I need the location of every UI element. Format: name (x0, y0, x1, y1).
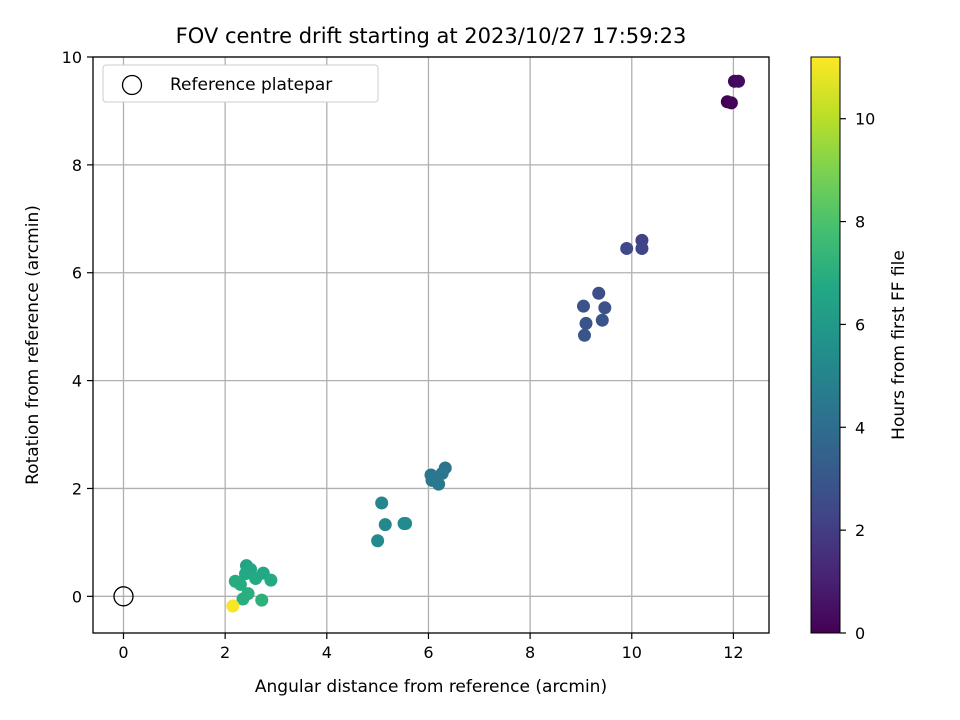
colorbar-tick-label: 8 (855, 213, 865, 232)
x-tick-label: 8 (525, 643, 535, 662)
legend: Reference platepar (102, 64, 379, 103)
y-tick-label: 6 (72, 264, 82, 283)
colorbar-tick-label: 4 (855, 418, 865, 437)
data-point (576, 299, 590, 313)
plot-frame (92, 56, 770, 634)
x-tick-label: 6 (423, 643, 433, 662)
data-point (732, 74, 746, 88)
x-tick-label: 10 (622, 643, 642, 662)
y-tick-label: 0 (72, 587, 82, 606)
data-point (399, 517, 413, 531)
data-point (435, 466, 449, 480)
x-tick-label: 0 (118, 643, 128, 662)
x-axis-label: Angular distance from reference (arcmin) (255, 677, 607, 697)
y-axis-label: Rotation from reference (arcmin) (23, 205, 43, 485)
y-tick-label: 8 (72, 156, 82, 175)
data-point (238, 567, 252, 581)
colorbar-gradient (810, 56, 841, 634)
x-tick-label: 2 (220, 643, 230, 662)
x-tick-label: 12 (723, 643, 743, 662)
colorbar-tick-label: 10 (855, 110, 875, 129)
x-tick-label: 4 (322, 643, 332, 662)
data-point (724, 96, 738, 110)
data-point (432, 477, 446, 491)
data-point (233, 577, 247, 591)
colorbar-tick-label: 2 (855, 521, 865, 540)
data-point (236, 592, 250, 606)
legend-label-reference: Reference platepar (170, 75, 332, 95)
data-point (226, 599, 240, 613)
x-axis-ticks: 0 2 4 6 8 10 12 (118, 633, 744, 662)
grid-lines (93, 56, 769, 633)
data-point (598, 301, 612, 315)
data-point (579, 316, 593, 330)
legend-box (102, 64, 379, 103)
data-points (113, 74, 746, 613)
data-point (249, 572, 263, 586)
colorbar-tick-label: 6 (855, 315, 865, 334)
y-axis-ticks: 0 2 4 6 8 10 (62, 48, 93, 606)
reference-point (113, 586, 134, 607)
data-point (375, 496, 389, 510)
colorbar: 0 2 4 6 8 10 Hours from first FF file (810, 56, 909, 643)
data-point (378, 518, 392, 532)
y-tick-label: 10 (62, 48, 82, 67)
y-tick-label: 2 (72, 479, 82, 498)
legend-marker-reference (121, 74, 143, 96)
data-point (577, 328, 591, 342)
data-point (635, 241, 649, 255)
data-point (592, 286, 606, 300)
colorbar-tick-label: 0 (855, 624, 865, 643)
data-point (620, 241, 634, 255)
colorbar-ticks: 0 2 4 6 8 10 (840, 110, 875, 643)
data-point (255, 593, 269, 607)
chart-title: FOV centre drift starting at 2023/10/27 … (176, 24, 687, 48)
data-point (371, 534, 385, 548)
colorbar-label: Hours from first FF file (889, 250, 909, 440)
y-tick-label: 4 (72, 372, 82, 391)
data-point (264, 573, 278, 587)
data-point (595, 313, 609, 327)
